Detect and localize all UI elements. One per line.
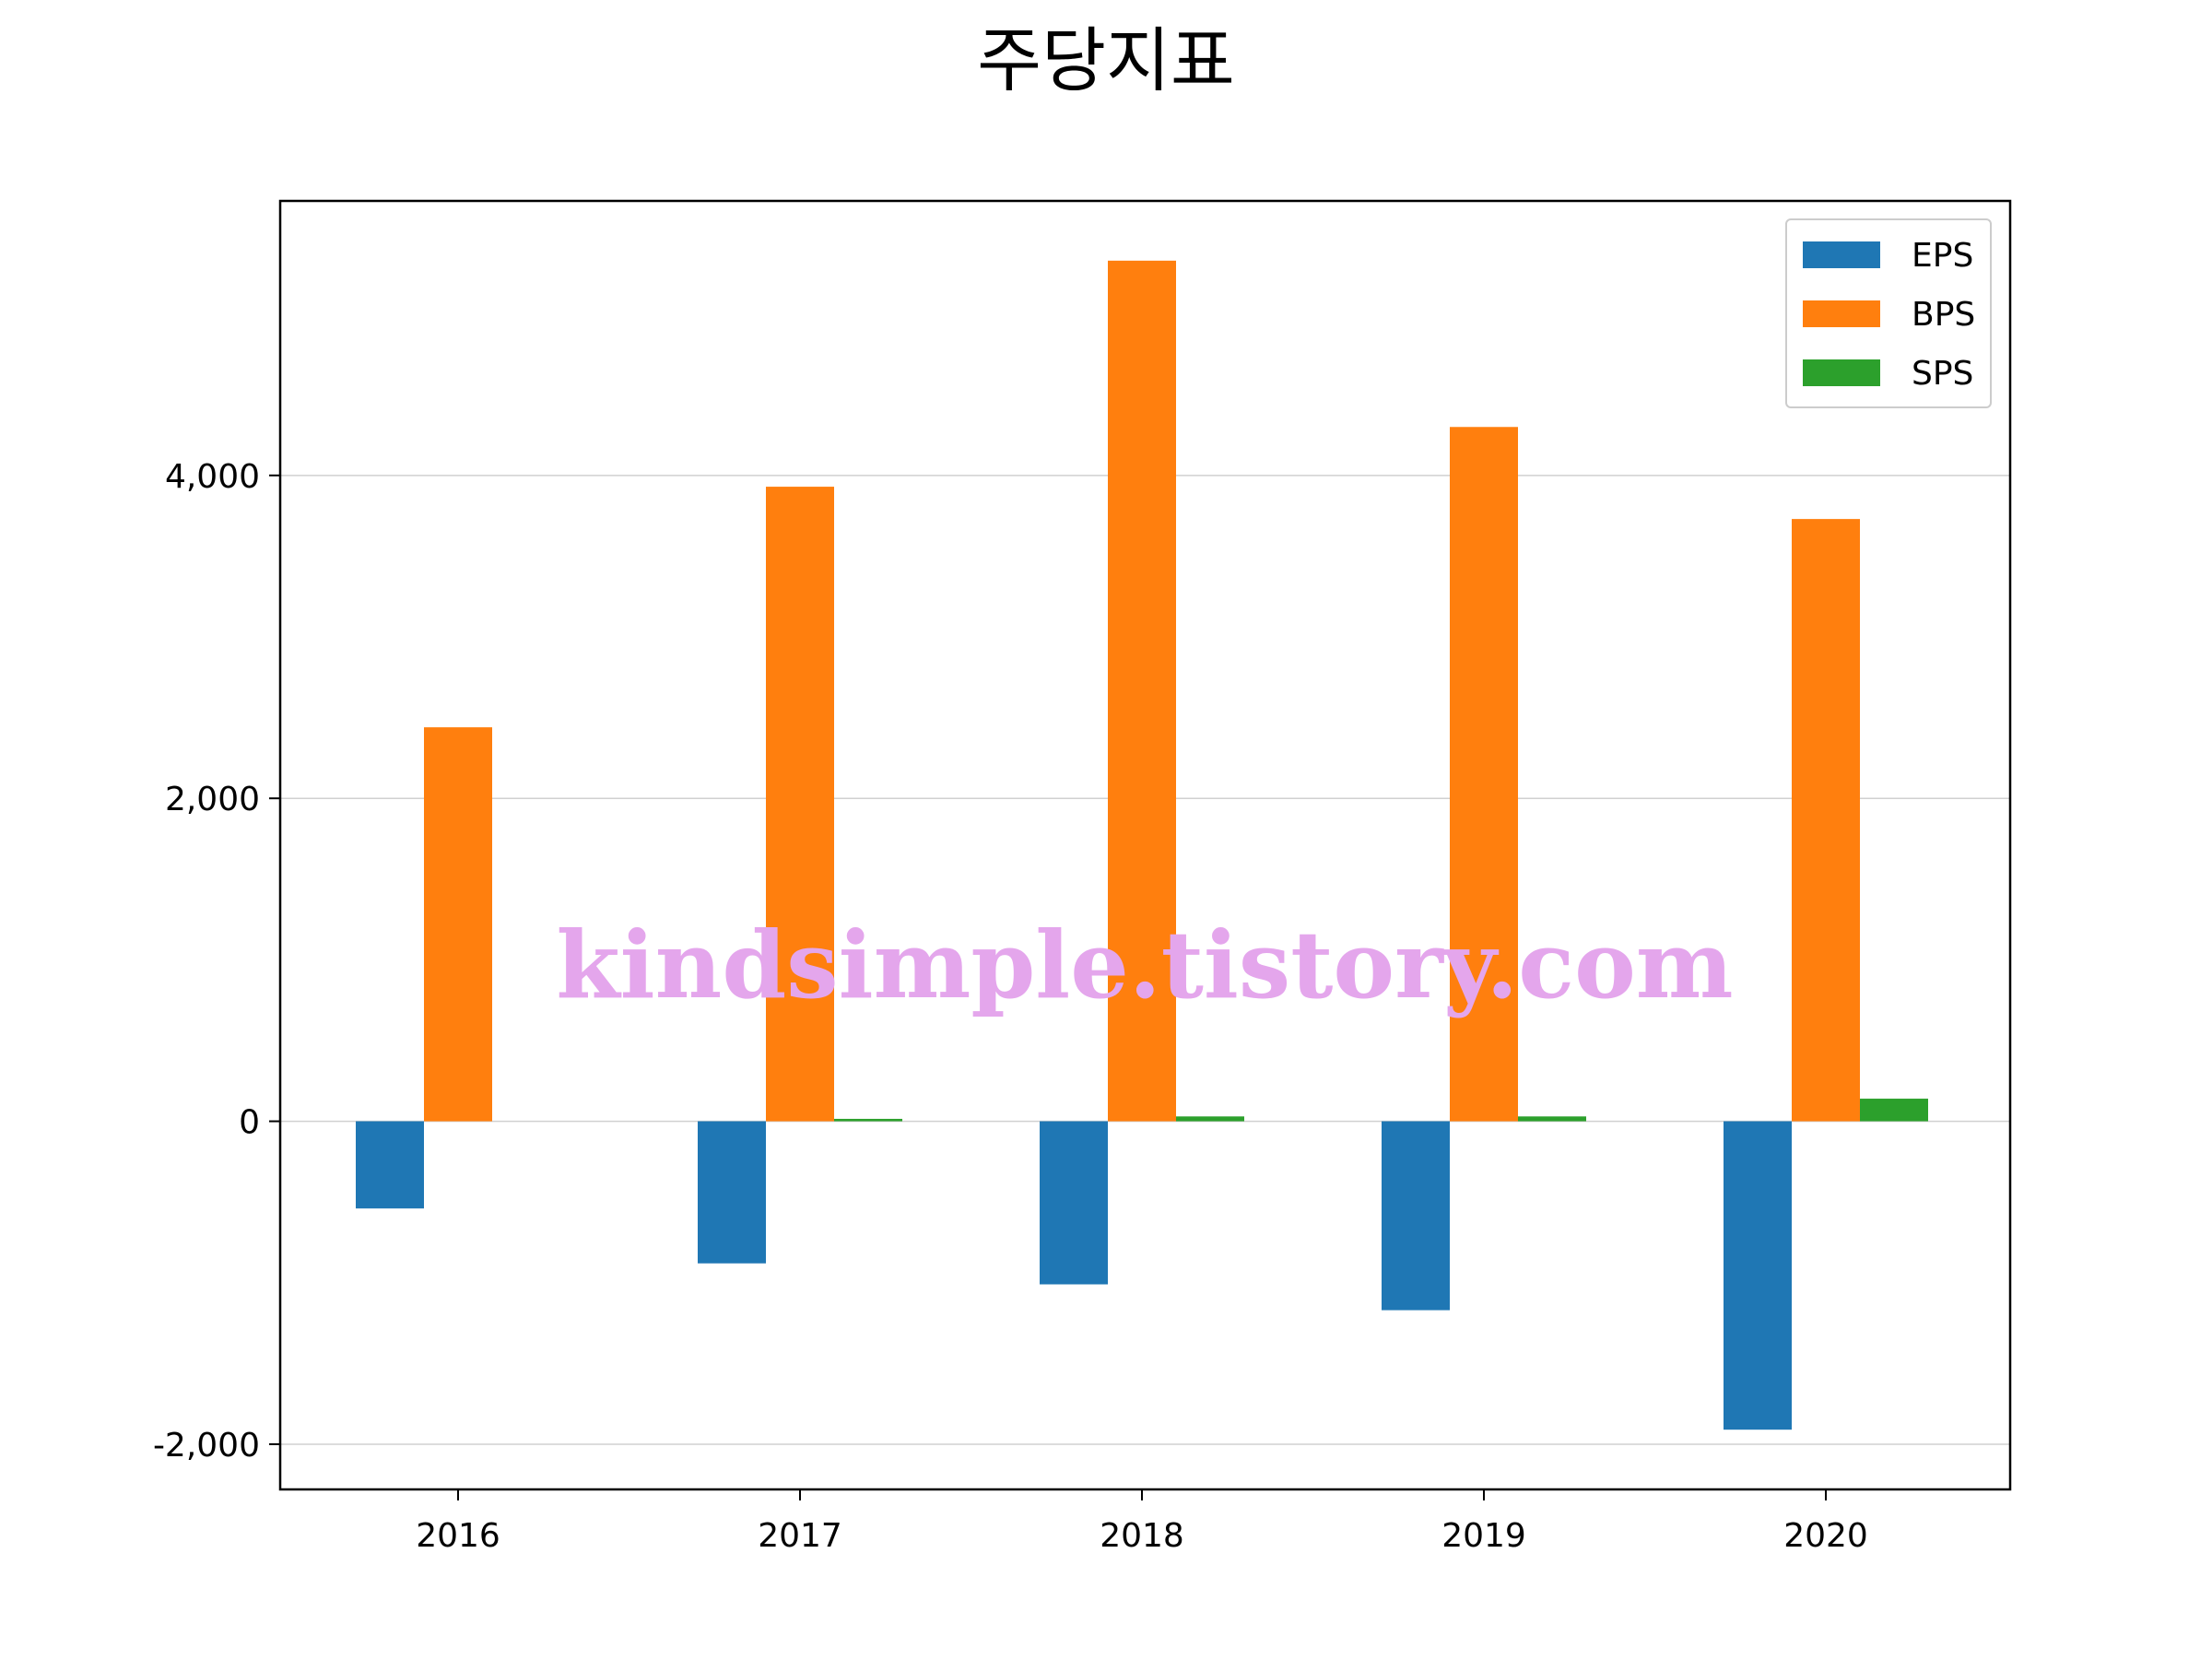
y-tick-label: 0 — [239, 1104, 260, 1142]
bar-sps-2018 — [1176, 1116, 1244, 1122]
bar-bps-2016 — [424, 727, 492, 1122]
bar-eps-2018 — [1040, 1121, 1108, 1285]
bar-eps-2019 — [1382, 1121, 1450, 1311]
legend-swatch-eps — [1803, 241, 1880, 268]
legend: EPS BPS SPS — [1785, 218, 1992, 408]
bar-bps-2020 — [1792, 519, 1860, 1122]
legend-label-bps: BPS — [1912, 296, 1975, 334]
bar-bps-2019 — [1450, 427, 1518, 1122]
y-tick-label: -2,000 — [153, 1427, 260, 1465]
bar-sps-2020 — [1860, 1099, 1928, 1122]
plot-frame — [278, 199, 2012, 1491]
chart-title: 주당지표 — [977, 19, 1235, 101]
legend-label-eps: EPS — [1912, 237, 1973, 275]
y-tick-label: 4,000 — [165, 458, 260, 496]
bars — [356, 260, 1928, 1430]
bar-bps-2018 — [1108, 260, 1176, 1122]
x-tick-label: 2017 — [758, 1517, 842, 1555]
x-tick-label: 2018 — [1100, 1517, 1184, 1555]
y-axis: -2,000 0 2,000 4,000 — [153, 458, 280, 1465]
bar-bps-2017 — [766, 487, 834, 1122]
bar-eps-2020 — [1724, 1121, 1792, 1430]
watermark: kindsimple.tistory.com — [556, 911, 1733, 1019]
legend-label-sps: SPS — [1912, 355, 1973, 393]
x-tick-label: 2020 — [1783, 1517, 1868, 1555]
legend-swatch-bps — [1803, 300, 1880, 327]
x-tick-label: 2019 — [1441, 1517, 1526, 1555]
x-tick-label: 2016 — [416, 1517, 500, 1555]
bar-sps-2017 — [834, 1118, 902, 1122]
x-axis: 2016 2017 2018 2019 2020 — [416, 1489, 1868, 1555]
y-tick-label: 2,000 — [165, 781, 260, 818]
bar-sps-2019 — [1518, 1116, 1586, 1122]
legend-swatch-sps — [1803, 359, 1880, 386]
bar-eps-2016 — [356, 1121, 424, 1209]
bar-eps-2017 — [698, 1121, 766, 1264]
